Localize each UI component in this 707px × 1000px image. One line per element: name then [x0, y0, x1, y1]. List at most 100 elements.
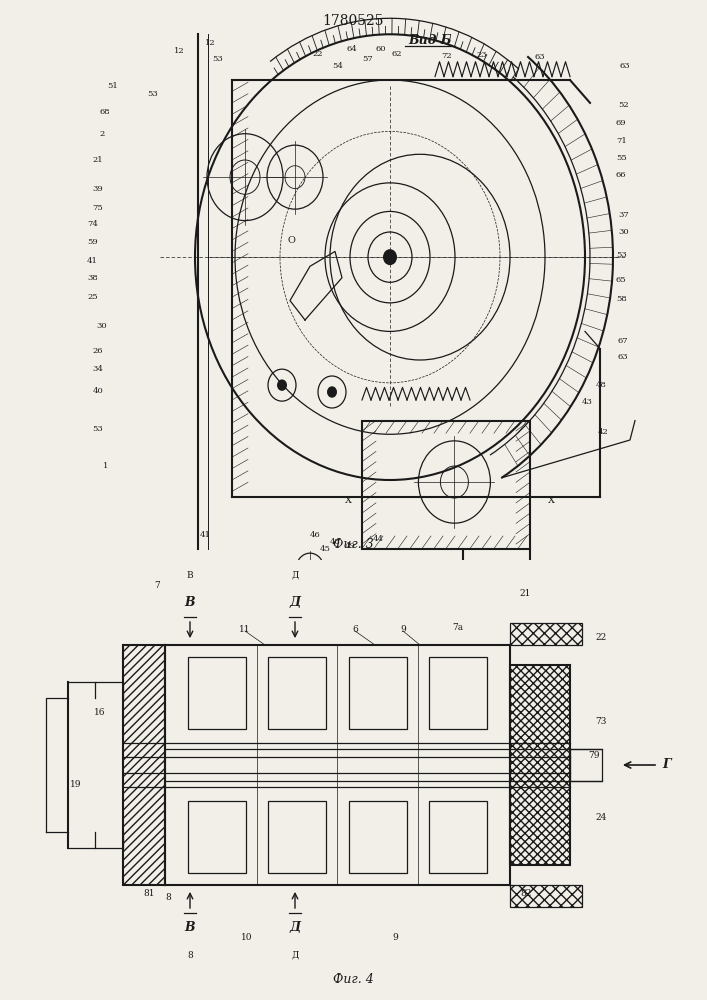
Text: 10: 10 [241, 932, 252, 942]
Text: 42: 42 [598, 428, 609, 436]
Text: 81: 81 [144, 888, 155, 898]
Text: 19: 19 [69, 780, 81, 789]
Text: 2: 2 [100, 130, 105, 138]
Text: 21: 21 [93, 156, 103, 164]
Text: 73: 73 [595, 717, 607, 726]
Text: 51: 51 [107, 82, 118, 90]
Text: 58: 58 [616, 295, 626, 303]
Bar [268, 657, 326, 729]
Bar [349, 657, 407, 729]
Text: 44: 44 [373, 535, 383, 543]
Bar [510, 665, 570, 865]
Text: 63: 63 [618, 353, 629, 361]
Text: 24: 24 [595, 813, 607, 822]
Text: 49: 49 [344, 542, 356, 550]
Text: 30: 30 [96, 322, 107, 330]
Text: 71: 71 [616, 137, 626, 145]
Text: В: В [185, 596, 195, 609]
Text: Д: Д [291, 950, 298, 960]
Text: 60: 60 [375, 45, 386, 53]
Text: 1780525: 1780525 [322, 14, 384, 28]
Text: 63: 63 [534, 53, 545, 61]
Text: 37: 37 [618, 211, 629, 219]
Text: 52: 52 [618, 101, 629, 109]
Text: 66: 66 [616, 171, 626, 179]
Text: 9: 9 [392, 932, 398, 942]
Text: 11: 11 [239, 624, 251, 634]
Text: 23: 23 [477, 51, 487, 59]
Text: 26: 26 [93, 347, 103, 355]
Text: 53: 53 [616, 251, 626, 259]
Bar [510, 885, 582, 907]
Text: В: В [185, 921, 195, 934]
Text: 72: 72 [442, 52, 452, 60]
Text: Г: Г [662, 758, 671, 772]
Text: 22: 22 [312, 50, 323, 58]
Text: Вид Б: Вид Б [408, 34, 452, 47]
Text: 43: 43 [582, 398, 593, 406]
Text: 45: 45 [320, 545, 330, 553]
Circle shape [383, 249, 397, 265]
Text: 9: 9 [400, 624, 406, 634]
Bar [123, 645, 165, 885]
Circle shape [327, 386, 337, 398]
Text: 82: 82 [520, 888, 532, 898]
Text: 67: 67 [618, 337, 629, 345]
Bar [429, 657, 487, 729]
Text: 64: 64 [346, 45, 357, 53]
Text: Д: Д [289, 921, 300, 934]
Text: 12: 12 [205, 39, 216, 47]
Text: 62: 62 [392, 50, 402, 58]
Text: 48: 48 [596, 381, 607, 389]
Text: 46: 46 [310, 531, 320, 539]
Text: 38: 38 [87, 274, 98, 282]
Text: 53: 53 [147, 90, 158, 98]
Text: 55: 55 [616, 154, 626, 162]
Text: 53: 53 [213, 55, 223, 63]
Text: 41: 41 [87, 257, 98, 265]
Text: X: X [548, 496, 555, 505]
Bar [349, 801, 407, 873]
Text: 75: 75 [92, 204, 103, 212]
Text: 21: 21 [520, 588, 531, 597]
Text: 7а: 7а [452, 622, 464, 632]
Text: 65: 65 [616, 276, 626, 284]
Text: 8: 8 [187, 950, 193, 960]
Circle shape [277, 379, 287, 391]
Text: Фиг. 4: Фиг. 4 [332, 973, 373, 986]
Text: Д: Д [291, 570, 298, 580]
Text: Д: Д [289, 596, 300, 609]
Text: 25: 25 [88, 293, 98, 301]
Text: 16: 16 [93, 708, 105, 717]
Text: 54: 54 [332, 62, 344, 70]
Text: 40: 40 [92, 387, 103, 395]
Text: 22: 22 [595, 633, 606, 642]
Text: 8: 8 [165, 892, 171, 902]
Bar [187, 801, 245, 873]
Bar [362, 421, 530, 549]
Text: X: X [345, 496, 352, 505]
Text: 41: 41 [199, 531, 211, 539]
Text: O: O [288, 236, 296, 245]
Text: 68: 68 [100, 108, 110, 116]
Text: 6: 6 [352, 624, 358, 634]
Bar [187, 657, 245, 729]
Text: Фиг. 3: Фиг. 3 [332, 538, 373, 551]
Text: 53: 53 [92, 425, 103, 433]
Text: 12: 12 [175, 47, 185, 55]
Text: 69: 69 [616, 119, 626, 127]
Bar [570, 749, 602, 781]
Bar [429, 801, 487, 873]
Text: 7: 7 [154, 580, 160, 589]
Text: 48: 48 [329, 538, 341, 546]
Text: 34: 34 [92, 365, 103, 373]
Text: 74: 74 [87, 220, 98, 228]
Text: 30: 30 [618, 228, 629, 236]
Text: 39: 39 [92, 185, 103, 193]
Bar [268, 801, 326, 873]
Text: В: В [187, 570, 193, 580]
Text: 57: 57 [363, 55, 373, 63]
Bar [510, 623, 582, 645]
Text: 59: 59 [87, 238, 98, 246]
Text: 79: 79 [588, 750, 600, 760]
